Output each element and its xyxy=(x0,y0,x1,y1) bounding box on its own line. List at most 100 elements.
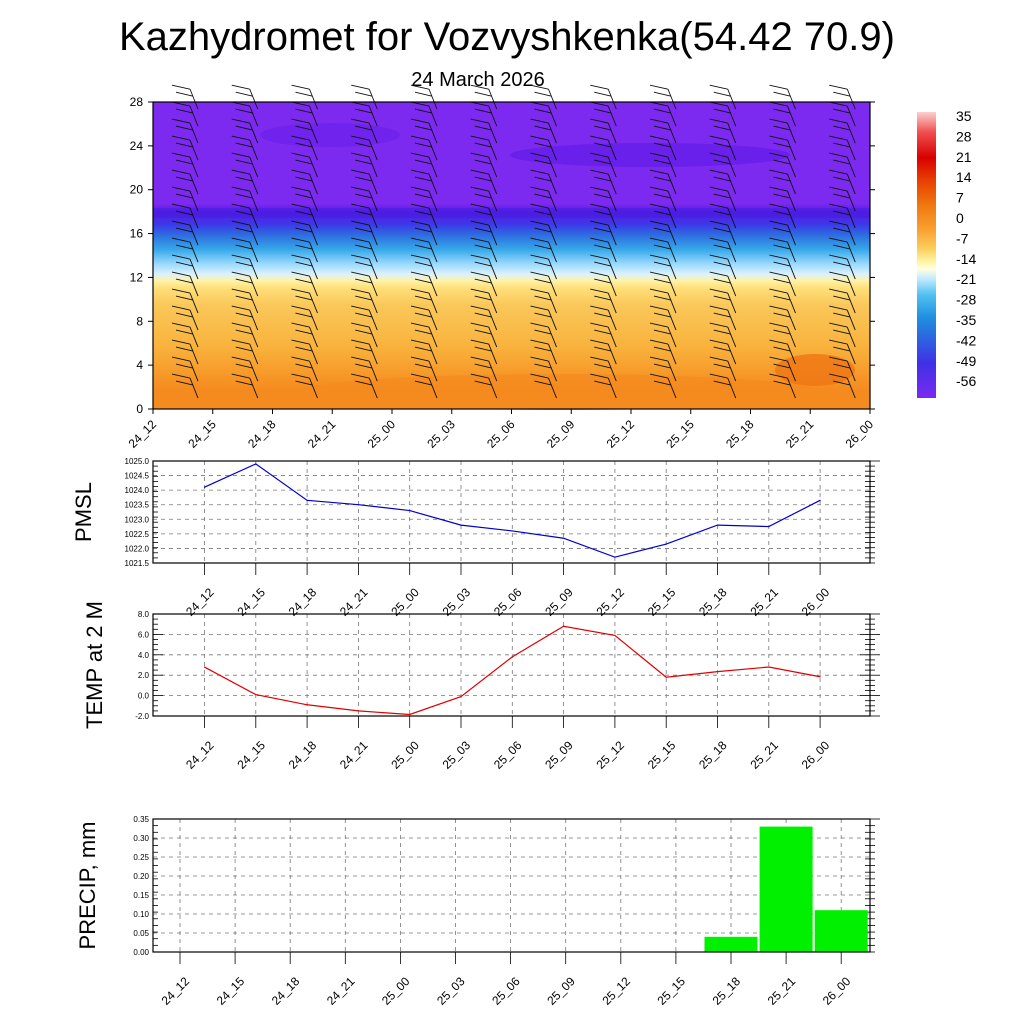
wind-barb-flag xyxy=(470,169,489,175)
wind-barb-shaft xyxy=(727,360,737,382)
wind-barb-flag xyxy=(769,322,788,328)
wind-barb-shaft xyxy=(607,258,617,280)
wind-barb-flag xyxy=(590,203,609,209)
wind-barb xyxy=(351,118,378,144)
wind-barb-flag xyxy=(231,101,250,107)
wind-barb-shaft xyxy=(787,88,796,110)
wind-barb xyxy=(530,203,557,229)
wind-barb xyxy=(351,220,378,246)
xtick-label: 24_15 xyxy=(214,974,248,1008)
wind-barb xyxy=(530,356,557,382)
wind-barb-shaft xyxy=(488,360,498,382)
wind-barb-shaft xyxy=(189,190,199,212)
wind-barb-flag xyxy=(351,373,370,379)
wind-barb-shaft xyxy=(667,241,677,263)
wind-barb-flag xyxy=(534,261,552,267)
pmsl-point xyxy=(511,530,513,532)
wind-barb-flag xyxy=(231,186,250,192)
xtick-label: 25_18 xyxy=(710,974,744,1008)
wind-barb-flag xyxy=(590,305,609,311)
wind-barb xyxy=(709,118,737,144)
wind-barb xyxy=(351,101,378,127)
wind-barb-flag xyxy=(769,373,788,379)
wind-barb-flag xyxy=(171,305,191,311)
wind-barb xyxy=(590,152,617,178)
wind-barb-flag xyxy=(235,125,253,131)
temp-2m-point xyxy=(614,634,616,637)
wind-barb-shaft xyxy=(548,173,557,195)
wind-barb-flag xyxy=(653,244,672,250)
wind-barb-shaft xyxy=(488,377,498,399)
wind-barb-flag xyxy=(351,356,370,362)
wind-barb-shaft xyxy=(607,122,617,144)
heatmap-warm-core xyxy=(775,354,855,386)
wind-barb-flag xyxy=(829,84,848,90)
wind-barb-flag xyxy=(530,101,549,107)
xtick-label: 25_09 xyxy=(542,738,576,772)
wind-barb-shaft xyxy=(428,241,438,263)
wind-barb-flag xyxy=(470,118,489,124)
wind-barb-shaft xyxy=(667,105,677,127)
wind-barb-flag xyxy=(773,159,791,165)
wind-barb xyxy=(351,203,378,229)
wind-barb xyxy=(171,322,199,348)
wind-barb-flag xyxy=(833,193,851,199)
wind-barb xyxy=(709,322,737,348)
wind-barb-flag xyxy=(594,176,612,182)
wind-barb-shaft xyxy=(309,377,318,399)
wind-barb-flag xyxy=(295,108,313,114)
wind-barb-shaft xyxy=(787,258,796,280)
wind-barb-flag xyxy=(709,186,728,192)
wind-barb xyxy=(709,356,737,382)
wind-barb-flag xyxy=(291,356,310,362)
wind-barb xyxy=(291,356,318,382)
wind-barb xyxy=(590,186,617,212)
wind-barb xyxy=(769,322,796,348)
wind-barb-flag xyxy=(769,288,788,294)
wind-barb xyxy=(470,322,498,348)
wind-barb-shaft xyxy=(428,343,438,365)
wind-barb-shaft xyxy=(667,139,677,161)
wind-barb-shaft xyxy=(667,207,677,229)
pmsl-point xyxy=(409,509,411,512)
wind-barb-flag xyxy=(769,186,788,192)
heat-xtick-label: 24_15 xyxy=(185,417,219,451)
wind-barb-flag xyxy=(653,193,672,199)
wind-barb-flag xyxy=(773,380,791,386)
ytick-label: 1024.5 xyxy=(125,472,150,481)
wind-barb-flag xyxy=(653,125,672,131)
wind-barb-flag xyxy=(414,210,433,216)
ytick-label: 1023.0 xyxy=(125,515,150,524)
wind-barb-flag xyxy=(653,159,672,165)
wind-barb-flag xyxy=(410,322,430,328)
chart-subtitle: 24 March 2026 xyxy=(411,69,544,91)
wind-barb xyxy=(291,305,318,331)
wind-barb xyxy=(709,169,737,195)
temp-2m-point xyxy=(255,693,257,696)
wind-barb-flag xyxy=(474,380,492,386)
wind-barb xyxy=(231,203,259,229)
wind-barb-flag xyxy=(713,210,731,216)
wind-barb-flag xyxy=(709,339,728,345)
wind-barb-flag xyxy=(351,305,370,311)
wind-barb-flag xyxy=(534,108,552,114)
wind-barb-flag xyxy=(355,295,373,301)
wind-barb xyxy=(291,135,318,161)
wind-barb-shaft xyxy=(846,224,856,246)
wind-barb xyxy=(649,356,677,382)
wind-barb-flag xyxy=(175,329,194,335)
wind-barb-flag xyxy=(829,339,848,345)
wind-barb xyxy=(829,118,856,144)
wind-barb xyxy=(769,271,796,297)
wind-barb-flag xyxy=(410,288,430,294)
wind-barb-flag xyxy=(474,227,492,233)
wind-barb-flag xyxy=(534,295,552,301)
wind-barb-shaft xyxy=(787,105,796,127)
wind-barb-shaft xyxy=(309,292,318,314)
wind-barb-flag xyxy=(351,322,370,328)
wind-barb-shaft xyxy=(727,275,737,297)
wind-barb-shaft xyxy=(189,139,199,161)
wind-barb xyxy=(351,339,378,365)
wind-barb-flag xyxy=(355,125,373,131)
wind-barb-shaft xyxy=(607,139,617,161)
